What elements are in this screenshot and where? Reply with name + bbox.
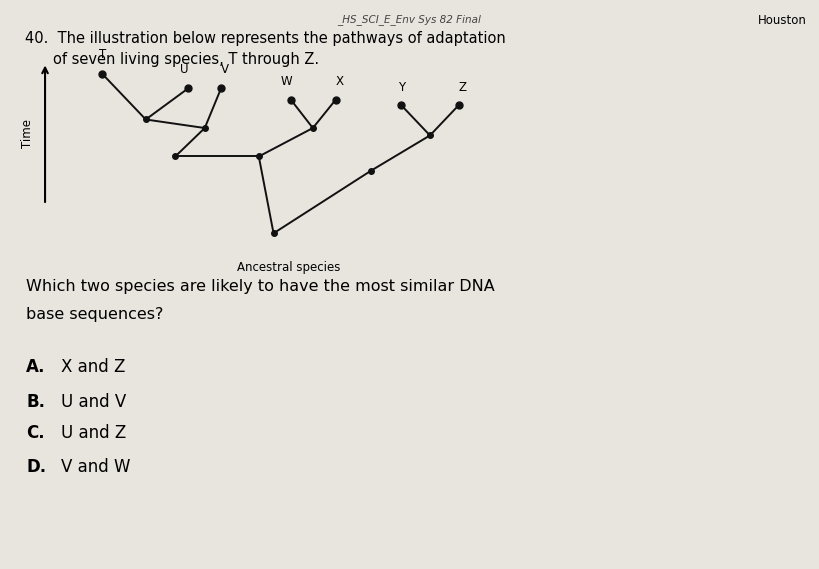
Text: B.: B. [26,393,45,411]
Text: base sequences?: base sequences? [26,307,164,322]
Text: A.: A. [26,358,46,377]
Text: U and V: U and V [61,393,127,411]
Text: V: V [221,63,229,76]
Text: Y: Y [398,81,405,94]
Text: V and W: V and W [61,458,131,476]
Text: Ancestral species: Ancestral species [237,261,340,274]
Text: Time: Time [20,119,34,148]
Text: C.: C. [26,424,45,442]
Text: of seven living species, T through Z.: of seven living species, T through Z. [53,52,319,67]
Text: 40.  The illustration below represents the pathways of adaptation: 40. The illustration below represents th… [25,31,505,46]
Text: D.: D. [26,458,47,476]
Text: U: U [180,63,188,76]
Text: X: X [336,75,344,88]
Text: U and Z: U and Z [61,424,127,442]
Text: Which two species are likely to have the most similar DNA: Which two species are likely to have the… [26,279,495,294]
Text: T: T [99,48,106,61]
Text: Houston: Houston [758,14,807,27]
Text: X and Z: X and Z [61,358,126,377]
Text: W: W [281,75,292,88]
Text: _HS_SCI_E_Env Sys 82 Final: _HS_SCI_E_Env Sys 82 Final [337,14,482,25]
Text: Z: Z [459,81,467,94]
